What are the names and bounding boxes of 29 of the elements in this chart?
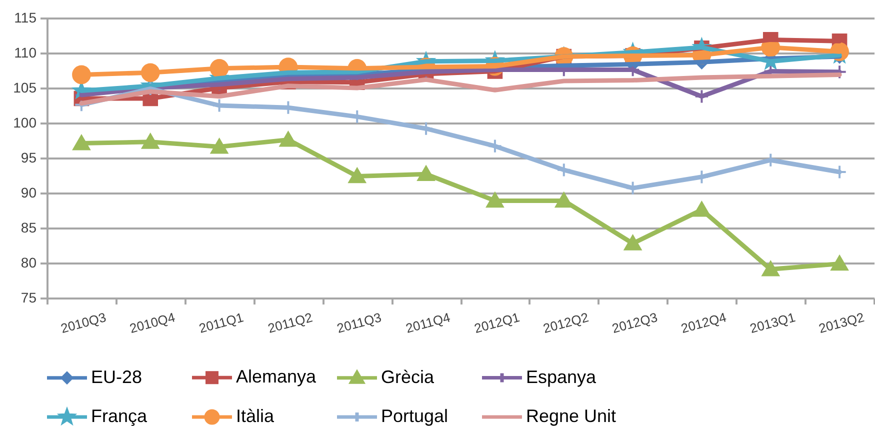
x-tick-label: 2010Q4 [128,310,177,336]
legend-label: Espanya [526,366,598,387]
y-tick-label: 100 [13,114,37,130]
x-tick-label: 2010Q3 [59,310,108,336]
y-tick-label: 95 [20,150,37,166]
x-tick-label: 2011Q3 [335,310,383,336]
x-tick-label: 2013Q1 [748,310,797,336]
y-tick-label: 110 [14,44,37,60]
y-tick-label: 85 [20,220,37,236]
legend-label: França [91,406,148,426]
y-tick-label: 75 [20,290,37,306]
x-tick-label: 2012Q3 [610,310,659,336]
y-tick-label: 80 [20,254,37,270]
x-tick-label: 2012Q4 [679,310,728,336]
y-tick-label: 90 [20,184,37,200]
y-tick-label: 115 [14,10,37,26]
x-tick-label: 2012Q2 [542,310,590,336]
x-tick-label: 2011Q1 [197,310,246,336]
legend-label: Regne Unit [526,406,616,426]
x-tick-label: 2013Q2 [817,310,866,336]
x-tick-label: 2012Q1 [472,310,522,336]
y-tick-label: 105 [13,80,37,96]
legend-label: EU-28 [91,366,142,387]
legend-label: Grècia [381,366,436,387]
x-tick-label: 2011Q4 [404,310,452,336]
legend-label: Itàlia [236,406,276,426]
legend-label: Alemanya [236,366,318,387]
x-tick-label: 2011Q2 [266,310,314,336]
legend-label: Portugal [381,406,448,426]
